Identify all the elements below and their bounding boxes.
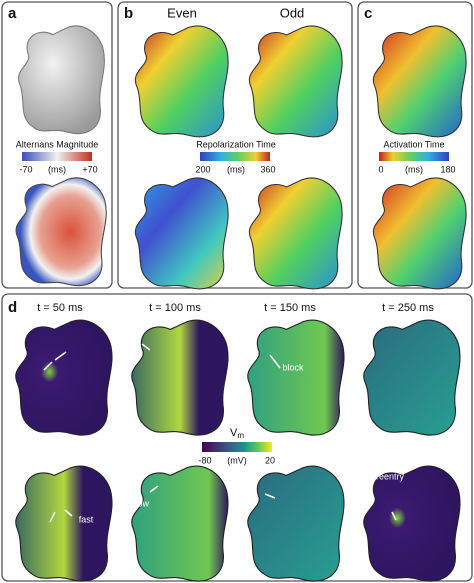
panel-label: c [364,5,372,22]
colorbar-unit: (mV) [227,455,247,465]
heart-map [134,177,229,290]
panel-border [357,1,473,289]
heart-map [247,465,345,582]
arrow [391,511,397,521]
annotation: fast [79,514,94,524]
colorbar-tick: 0 [378,164,383,174]
colorbar [200,152,270,161]
annotation: slow [131,498,150,508]
colorbar-tick: 200 [195,164,210,174]
heart-map [372,25,467,138]
heart-map [372,177,467,290]
panel-border [1,1,113,289]
colorbar-tick: -80 [198,455,211,465]
heart-map [247,319,345,436]
arrow [49,511,56,523]
annotation: block [282,362,304,372]
colorbar-title: Activation Time [383,139,444,149]
arrow [141,343,151,351]
colorbar-title: Alternans Magnitude [16,139,99,149]
heart-map [363,319,461,436]
heart-map [15,177,107,287]
arrow [54,351,67,361]
heart-map [131,465,229,582]
time-label: t = 150 ms [264,302,316,314]
colorbar-tick: -70 [19,164,32,174]
arrow [64,509,73,517]
colorbar-tick: 20 [265,455,275,465]
column-header: Odd [280,5,305,20]
colorbar [22,152,92,161]
time-label: t = 100 ms [149,302,201,314]
panel-border [117,1,353,289]
colorbar-unit: (ms) [227,164,245,174]
colorbar-tick: 180 [440,164,455,174]
heart-map [134,25,229,138]
colorbar-subscript: m [237,431,244,440]
colorbar-symbol: V [230,427,238,439]
panel-label: a [8,5,17,22]
arrow [149,485,159,493]
panel-label: d [8,299,17,316]
heart-mesh [17,25,105,135]
heart-map [363,465,461,582]
time-label: t = 50 ms [37,302,83,314]
colorbar-title: Vm [230,427,244,440]
colorbar-unit: (ms) [405,164,423,174]
heart-map [15,319,113,436]
colorbar [379,152,449,161]
panel-label: b [124,5,133,22]
colorbar-tick: +70 [82,164,97,174]
heart-map [248,177,343,290]
arrow [269,354,281,369]
time-label: t = 250 ms [382,302,434,314]
colorbar-title: Repolarization Time [196,139,276,149]
arrow [43,361,53,371]
colorbar-tick: 360 [260,164,275,174]
heart-map [15,465,113,582]
colorbar [202,442,272,452]
heart-map [131,319,229,436]
annotation: reentry [376,471,405,481]
panel-border [1,293,473,582]
heart-map [248,25,343,138]
arrow [264,493,276,499]
column-header: Even [167,5,197,20]
colorbar-unit: (ms) [48,164,66,174]
